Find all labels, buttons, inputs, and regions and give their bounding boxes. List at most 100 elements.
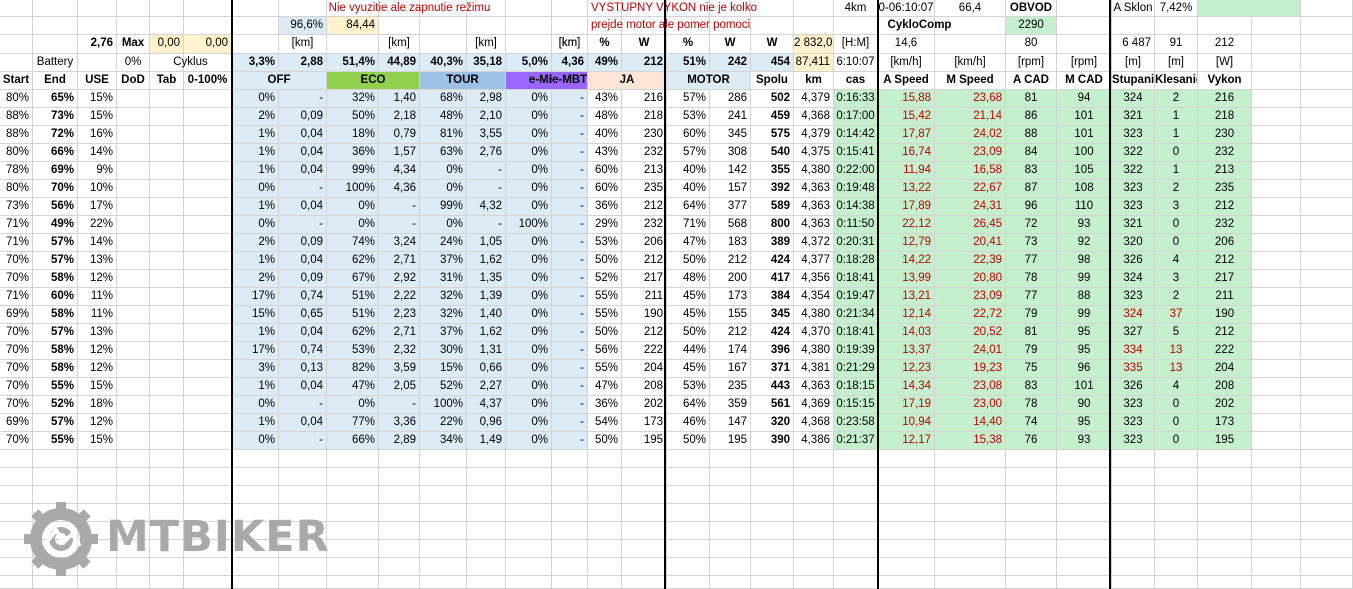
data-cell[interactable]: 0%: [506, 90, 552, 108]
grid-cell[interactable]: [117, 522, 150, 540]
data-cell[interactable]: 67%: [327, 270, 379, 288]
grid-cell[interactable]: [150, 468, 184, 486]
data-cell[interactable]: 0:21:29: [834, 360, 878, 378]
grid-cell[interactable]: [1301, 216, 1353, 234]
grid-cell[interactable]: [379, 450, 420, 468]
total-time-value[interactable]: 6:10:07: [834, 54, 878, 72]
data-cell[interactable]: 1%: [232, 324, 279, 342]
data-cell[interactable]: 212: [1198, 198, 1252, 216]
data-cell[interactable]: 83: [1006, 378, 1057, 396]
data-cell[interactable]: 190: [1198, 306, 1252, 324]
data-cell[interactable]: 95: [1057, 324, 1112, 342]
grid-cell[interactable]: [834, 576, 878, 589]
data-cell[interactable]: 0%: [232, 432, 279, 450]
note-mode-usage[interactable]: Nie vyuzitie ale zapnutie režimu: [232, 0, 588, 17]
data-cell[interactable]: 14,40: [935, 414, 1006, 432]
data-cell[interactable]: 2%: [232, 234, 279, 252]
grid-cell[interactable]: [117, 162, 150, 180]
grid-cell[interactable]: [117, 90, 150, 108]
grid-cell[interactable]: [33, 35, 78, 54]
sklon-label[interactable]: A Sklon: [1112, 0, 1155, 17]
data-cell[interactable]: 2: [1155, 180, 1198, 198]
data-cell[interactable]: 18%: [78, 396, 117, 414]
data-cell[interactable]: 36%: [327, 144, 379, 162]
data-cell[interactable]: 323: [1112, 180, 1155, 198]
data-cell[interactable]: 0:19:39: [834, 342, 878, 360]
grid-cell[interactable]: [1301, 90, 1353, 108]
grid-cell[interactable]: [1155, 450, 1198, 468]
data-cell[interactable]: 0:11:50: [834, 216, 878, 234]
grid-cell[interactable]: [1198, 486, 1252, 504]
data-cell[interactable]: -: [552, 90, 588, 108]
data-cell[interactable]: 48%: [420, 108, 467, 126]
column-header-cas[interactable]: cas: [834, 72, 878, 90]
data-cell[interactable]: 4: [1155, 252, 1198, 270]
grid-cell[interactable]: [1252, 17, 1301, 35]
data-cell[interactable]: -: [279, 180, 327, 198]
grid-cell[interactable]: [184, 108, 232, 126]
data-cell[interactable]: 15%: [78, 432, 117, 450]
mcad-unit[interactable]: [rpm]: [1057, 54, 1112, 72]
grid-cell[interactable]: [751, 558, 794, 576]
data-cell[interactable]: -: [552, 414, 588, 432]
data-cell[interactable]: 100%: [420, 396, 467, 414]
data-cell[interactable]: 0%: [506, 234, 552, 252]
data-cell[interactable]: 60%: [667, 126, 710, 144]
data-cell[interactable]: 20,41: [935, 234, 1006, 252]
data-cell[interactable]: 222: [622, 342, 667, 360]
data-cell[interactable]: 4,368: [794, 108, 834, 126]
grid-cell[interactable]: [834, 540, 878, 558]
grid-cell[interactable]: [1301, 540, 1353, 558]
grid-cell[interactable]: [935, 35, 1006, 54]
dod-pct[interactable]: 0%: [117, 54, 150, 72]
grid-cell[interactable]: [117, 126, 150, 144]
data-cell[interactable]: -: [552, 324, 588, 342]
data-cell[interactable]: 96: [1006, 198, 1057, 216]
data-cell[interactable]: 96: [1057, 360, 1112, 378]
data-cell[interactable]: -: [552, 162, 588, 180]
grid-cell[interactable]: [935, 576, 1006, 589]
data-cell[interactable]: 69%: [33, 162, 78, 180]
grid-cell[interactable]: [667, 576, 710, 589]
grid-cell[interactable]: [1301, 0, 1353, 17]
data-cell[interactable]: 63%: [420, 144, 467, 162]
data-cell[interactable]: 0: [1155, 432, 1198, 450]
grid-cell[interactable]: [794, 0, 834, 17]
data-cell[interactable]: 320: [751, 414, 794, 432]
grid-cell[interactable]: [834, 558, 878, 576]
grid-cell[interactable]: [1252, 108, 1301, 126]
data-cell[interactable]: 17,87: [878, 126, 935, 144]
grid-cell[interactable]: [420, 35, 467, 54]
data-cell[interactable]: 212: [710, 252, 751, 270]
grid-cell[interactable]: [150, 144, 184, 162]
data-cell[interactable]: 20,52: [935, 324, 1006, 342]
data-cell[interactable]: 66%: [33, 144, 78, 162]
data-cell[interactable]: 1,62: [467, 252, 506, 270]
data-cell[interactable]: 4,36: [379, 180, 420, 198]
data-cell[interactable]: 443: [751, 378, 794, 396]
data-cell[interactable]: 92: [1057, 234, 1112, 252]
data-cell[interactable]: 14,34: [878, 378, 935, 396]
data-cell[interactable]: 15%: [78, 378, 117, 396]
data-cell[interactable]: 4,380: [794, 306, 834, 324]
grid-cell[interactable]: [117, 252, 150, 270]
data-cell[interactable]: 71%: [667, 216, 710, 234]
grid-cell[interactable]: [1155, 558, 1198, 576]
data-cell[interactable]: 0:15:41: [834, 144, 878, 162]
grid-cell[interactable]: [184, 216, 232, 234]
data-cell[interactable]: 57%: [33, 324, 78, 342]
grid-cell[interactable]: [232, 17, 279, 35]
grid-cell[interactable]: [150, 540, 184, 558]
grid-cell[interactable]: [1112, 17, 1155, 35]
grid-cell[interactable]: [379, 540, 420, 558]
avg-speed[interactable]: 14,6: [878, 35, 935, 54]
data-cell[interactable]: 1,40: [467, 306, 506, 324]
data-cell[interactable]: 0: [1155, 414, 1198, 432]
grid-cell[interactable]: [1057, 35, 1112, 54]
data-cell[interactable]: 98: [1057, 252, 1112, 270]
grid-cell[interactable]: [1301, 126, 1353, 144]
grid-cell[interactable]: [588, 450, 622, 468]
data-cell[interactable]: 15%: [420, 360, 467, 378]
grid-cell[interactable]: [150, 396, 184, 414]
grid-cell[interactable]: [552, 468, 588, 486]
